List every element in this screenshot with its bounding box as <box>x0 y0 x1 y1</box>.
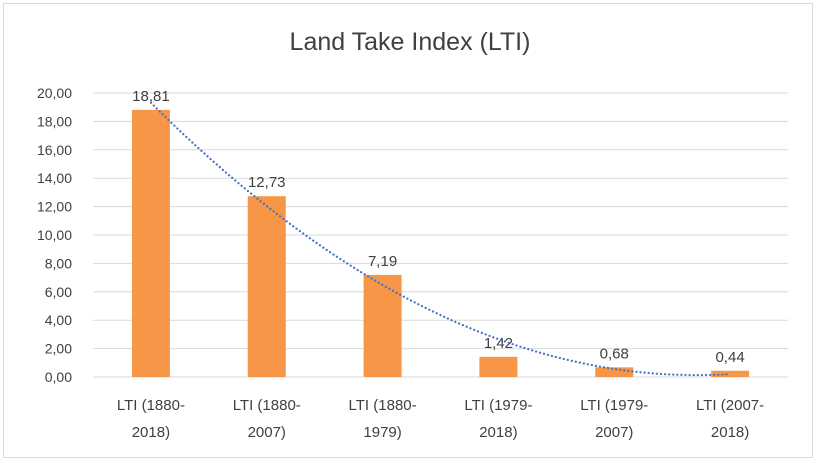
x-tick-label: LTI (1880- <box>349 397 417 414</box>
data-label: 0,68 <box>600 345 629 362</box>
x-tick-label: LTI (1880- <box>117 397 185 414</box>
data-label: 0,44 <box>715 349 744 366</box>
bar <box>711 370 750 377</box>
trendline <box>149 101 732 377</box>
x-tick-label: 2007) <box>248 424 286 441</box>
x-tick-label: 2007) <box>595 424 633 441</box>
bar <box>131 109 170 377</box>
x-tick-label: 1979) <box>363 424 401 441</box>
y-tick-label: 4,00 <box>45 312 72 328</box>
x-tick-label: 2018) <box>132 424 170 441</box>
y-tick-label: 6,00 <box>45 284 72 300</box>
y-tick-label: 2,00 <box>45 341 72 357</box>
data-label: 7,19 <box>368 253 397 270</box>
x-tick-label: 2018) <box>711 424 749 441</box>
y-tick-label: 10,00 <box>37 227 72 243</box>
data-label: 12,73 <box>248 174 286 191</box>
bar <box>247 196 286 377</box>
y-tick-label: 18,00 <box>37 113 72 129</box>
data-label: 18,81 <box>132 88 170 105</box>
x-tick-label: LTI (1979- <box>464 397 532 414</box>
bar <box>595 367 634 377</box>
y-tick-label: 14,00 <box>37 170 72 186</box>
y-tick-label: 16,00 <box>37 142 72 158</box>
data-label: 1,42 <box>484 335 513 352</box>
bar <box>363 274 402 377</box>
x-tick-label: 2018) <box>479 424 517 441</box>
bar <box>479 356 518 377</box>
y-tick-label: 0,00 <box>45 369 72 385</box>
y-tick-label: 8,00 <box>45 255 72 271</box>
chart-title: Land Take Index (LTI) <box>289 28 531 56</box>
x-tick-label: LTI (1880- <box>233 397 301 414</box>
y-tick-label: 20,00 <box>37 85 72 101</box>
y-tick-label: 12,00 <box>37 199 72 215</box>
x-tick-label: LTI (1979- <box>580 397 648 414</box>
x-tick-label: LTI (2007- <box>696 397 764 414</box>
